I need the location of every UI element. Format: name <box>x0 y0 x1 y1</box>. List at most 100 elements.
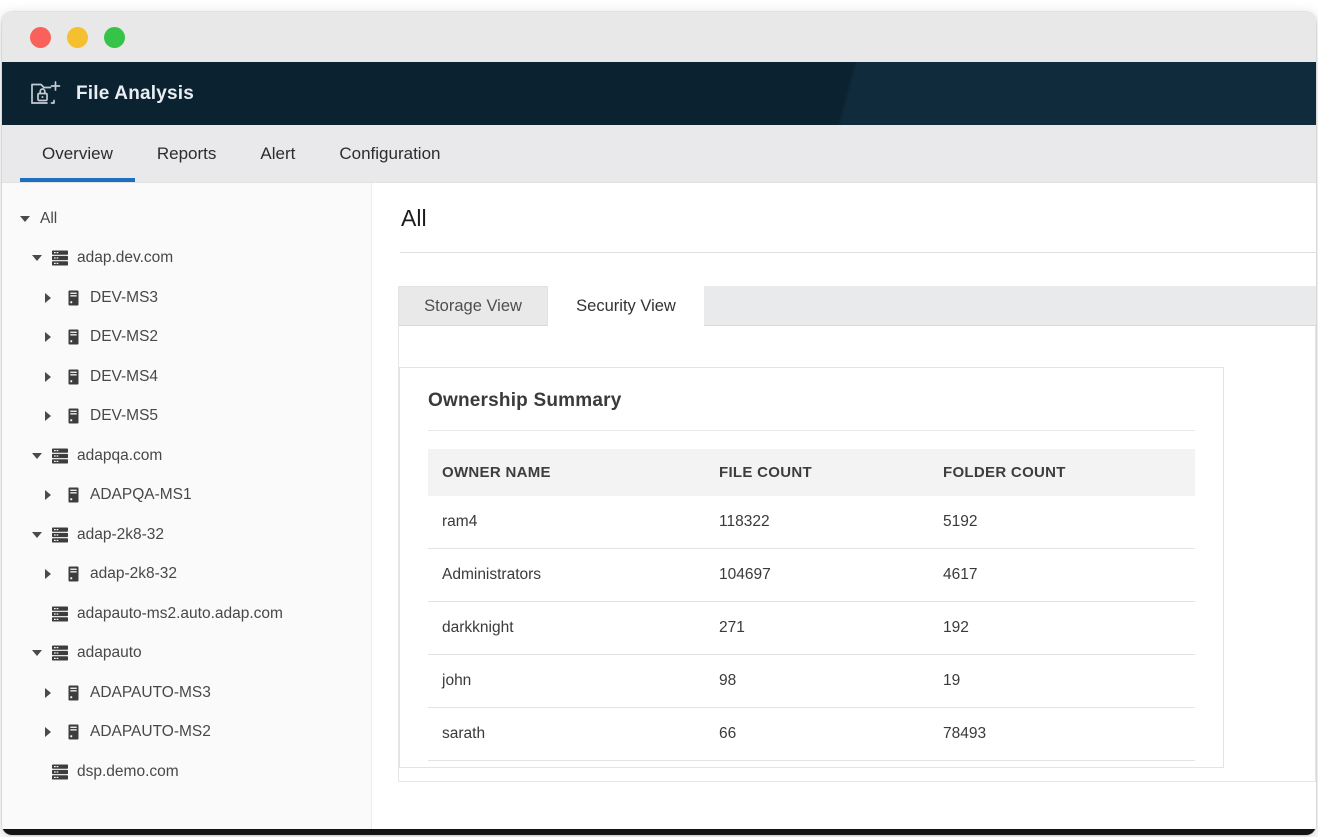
tree-item-label: DEV-MS2 <box>90 328 159 346</box>
tree-item[interactable]: ADAPAUTO-MS2 <box>2 713 371 753</box>
cell-folder-count: 4617 <box>929 548 1195 602</box>
expand-icon[interactable] <box>45 332 59 342</box>
maximize-button[interactable] <box>104 26 125 48</box>
tree-item[interactable]: DEV-MS2 <box>2 318 371 358</box>
tree-item[interactable]: adap-2k8-32 <box>2 555 371 595</box>
tree-item[interactable]: ADAPQA-MS1 <box>2 476 371 516</box>
expand-icon[interactable] <box>45 688 59 698</box>
column-header-file-count: FILE COUNT <box>705 449 929 496</box>
nav-tabs: Overview Reports Alert Configuration <box>2 125 1316 183</box>
expand-icon[interactable] <box>45 727 59 737</box>
server-stack-icon <box>52 250 69 266</box>
tree-item[interactable]: DEV-MS5 <box>2 397 371 437</box>
tree-item-label: DEV-MS3 <box>90 288 159 306</box>
server-icon <box>65 290 82 306</box>
security-view-panel: Ownership Summary OWNER NAME FILE COUNT FO… <box>398 326 1316 782</box>
server-icon <box>65 724 82 740</box>
cell-folder-count: 19 <box>929 654 1195 708</box>
content-area: All adap.dev.com DEV-MS3 DEV-MS2 DEV-MS4 DEV-… <box>2 183 1316 829</box>
server-icon <box>65 566 82 582</box>
app-title: File Analysis <box>76 82 195 104</box>
cell-file-count: 118322 <box>705 496 929 549</box>
app-window: File Analysis Overview Reports Alert Config… <box>2 12 1316 835</box>
table-row: Administrators 104697 4617 <box>428 548 1195 602</box>
owners-table: OWNER NAME FILE COUNT FOLDER COUNT ram4 118… <box>428 449 1195 761</box>
expand-icon[interactable] <box>45 293 59 303</box>
page-title: All <box>401 205 427 231</box>
tree-item-label: adap-2k8-32 <box>90 565 178 583</box>
server-icon <box>65 408 82 424</box>
tree-item-label: adapqa.com <box>77 446 163 464</box>
cell-folder-count: 5192 <box>929 496 1195 549</box>
tree-item[interactable]: adapauto <box>2 634 371 674</box>
collapse-icon[interactable] <box>20 216 34 222</box>
cell-file-count: 98 <box>705 654 929 708</box>
tree-item-label: adap-2k8-32 <box>77 525 165 543</box>
collapse-icon[interactable] <box>32 453 46 459</box>
tree-item[interactable]: dsp.demo.com <box>2 752 371 792</box>
window-bottom-edge <box>2 829 1316 835</box>
expand-icon[interactable] <box>45 411 59 421</box>
tree-item[interactable]: DEV-MS4 <box>2 357 371 397</box>
window-titlebar <box>2 12 1316 62</box>
cell-owner-name: ram4 <box>428 496 705 549</box>
tab-security-view[interactable]: Security View <box>548 286 704 326</box>
tree-item-label: All <box>40 209 58 227</box>
cell-owner-name: darkknight <box>428 601 705 655</box>
expand-icon[interactable] <box>45 490 59 500</box>
cell-folder-count: 192 <box>929 601 1195 655</box>
tree-item[interactable]: adap-2k8-32 <box>2 515 371 555</box>
server-stack-icon <box>52 764 69 780</box>
collapse-icon[interactable] <box>32 532 46 538</box>
tree-item[interactable]: adapauto-ms2.auto.adap.com <box>2 594 371 634</box>
app-header: File Analysis <box>2 62 1316 125</box>
cell-file-count: 66 <box>705 707 929 761</box>
tree-item-label: adap.dev.com <box>77 249 174 267</box>
tree-item-label: adapauto-ms2.auto.adap.com <box>77 604 283 622</box>
server-icon <box>65 369 82 385</box>
tab-alert[interactable]: Alert <box>260 143 296 163</box>
cell-folder-count: 78493 <box>929 707 1195 761</box>
collapse-icon[interactable] <box>32 650 46 656</box>
table-header-row: OWNER NAME FILE COUNT FOLDER COUNT <box>428 449 1195 496</box>
cell-owner-name: sarath <box>428 707 705 761</box>
column-header-owner-name: OWNER NAME <box>428 449 705 496</box>
cell-owner-name: john <box>428 654 705 708</box>
tree-item-label: adapauto <box>77 644 142 662</box>
owners-table-wrap: OWNER NAME FILE COUNT FOLDER COUNT ram4 118… <box>428 449 1195 761</box>
tab-storage-view[interactable]: Storage View <box>398 286 548 326</box>
tree-item[interactable]: adap.dev.com <box>2 239 371 279</box>
folder-lock-plus-icon <box>28 78 62 110</box>
tree-item[interactable]: DEV-MS3 <box>2 278 371 318</box>
view-tabs-filler <box>704 286 1316 326</box>
tab-configuration[interactable]: Configuration <box>339 143 441 163</box>
tree-item[interactable]: ADAPAUTO-MS3 <box>2 673 371 713</box>
server-icon <box>65 487 82 503</box>
tree-item-label: DEV-MS4 <box>90 367 159 385</box>
expand-icon[interactable] <box>45 372 59 382</box>
tab-overview[interactable]: Overview <box>20 125 135 182</box>
tree-item[interactable]: All <box>2 199 371 239</box>
minimize-button[interactable] <box>67 26 88 48</box>
server-stack-icon <box>52 606 69 622</box>
tree-item-label: ADAPAUTO-MS2 <box>90 723 211 741</box>
card-divider <box>428 430 1195 431</box>
close-button[interactable] <box>30 26 51 48</box>
tree-item-label: dsp.demo.com <box>77 762 179 780</box>
tree-item-label: ADAPQA-MS1 <box>90 486 192 504</box>
tab-reports[interactable]: Reports <box>156 143 217 163</box>
tree-item[interactable]: adapqa.com <box>2 436 371 476</box>
sidebar-tree: All adap.dev.com DEV-MS3 DEV-MS2 DEV-MS4 DEV-… <box>2 183 372 829</box>
server-icon <box>65 329 82 345</box>
main-panel: All Storage View Security View Ownership … <box>372 183 1316 829</box>
ownership-summary-card: Ownership Summary OWNER NAME FILE COUNT FO… <box>399 367 1224 768</box>
title-divider <box>400 252 1316 253</box>
expand-icon[interactable] <box>45 569 59 579</box>
cell-owner-name: Administrators <box>428 548 705 602</box>
server-stack-icon <box>52 448 69 464</box>
collapse-icon[interactable] <box>32 255 46 261</box>
column-header-folder-count: FOLDER COUNT <box>929 449 1195 496</box>
table-row: darkknight 271 192 <box>428 601 1195 655</box>
cell-file-count: 104697 <box>705 548 929 602</box>
